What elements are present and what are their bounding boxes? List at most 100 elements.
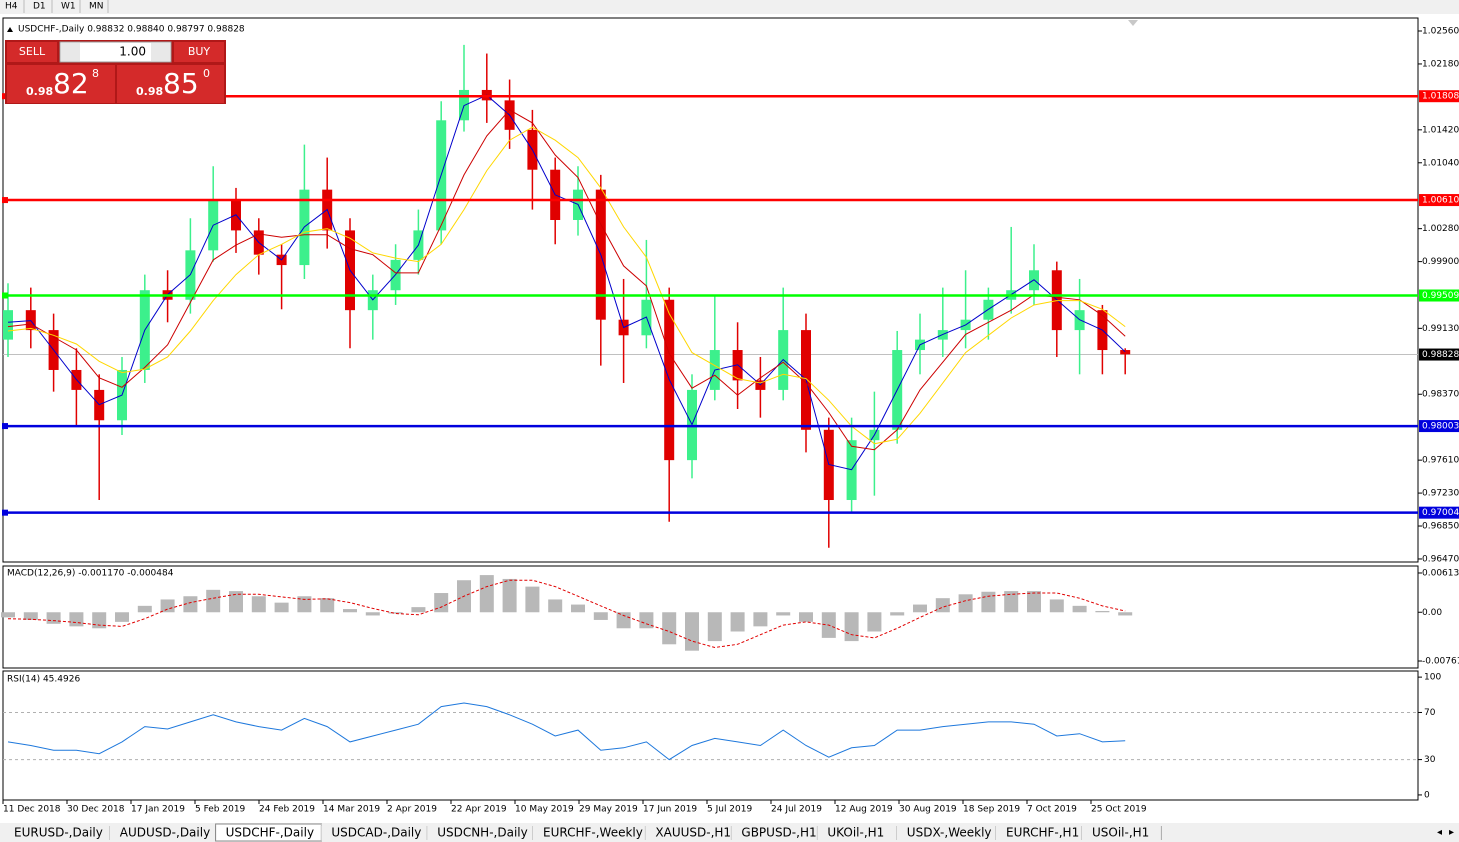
x-tick-label: 14 Mar 2019: [323, 805, 380, 815]
macd-bar: [411, 607, 426, 613]
tab[interactable]: [109, 824, 216, 841]
y-tick-label: 0.99130: [1422, 324, 1459, 334]
tab-label: UKOil-,H1: [827, 826, 884, 840]
sell-price-small: 8: [92, 67, 99, 80]
sell-price-box[interactable]: [7, 65, 115, 103]
trade-panel: SELL 1.00 BUY 0.98 82 8 0.98 85 0: [5, 40, 226, 104]
macd-bar: [365, 612, 380, 616]
macd-bar: [251, 596, 266, 613]
tab[interactable]: [533, 824, 646, 841]
x-tick-label: 24 Jul 2019: [771, 805, 822, 815]
macd-bar: [479, 575, 494, 613]
buy-price-prefix: 0.98: [136, 85, 163, 98]
macd-bar: [799, 612, 813, 622]
macd-bar: [1, 612, 15, 618]
macd-bar: [776, 612, 791, 616]
candle-body: [3, 310, 13, 340]
tab[interactable]: [817, 824, 897, 841]
macd-bar: [388, 612, 403, 614]
level-label: 0.97004: [1422, 508, 1459, 518]
tab[interactable]: [996, 824, 1082, 841]
y-tick-label: 0.98370: [1422, 390, 1459, 400]
y-tick-label: 100: [1424, 673, 1441, 683]
tab-scroll-right[interactable]: ▸: [1449, 827, 1454, 838]
x-tick-label: 30 Aug 2019: [899, 805, 957, 815]
rsi-frame: [2, 670, 1419, 801]
level-label: 0.99509: [1422, 291, 1459, 301]
tab[interactable]: [896, 824, 996, 841]
y-tick-label: 1.02560: [1422, 27, 1459, 37]
tab[interactable]: [645, 824, 732, 841]
macd-bar: [935, 598, 950, 613]
tab[interactable]: [731, 824, 818, 841]
tab-label: USDCNH-,Daily: [437, 826, 528, 840]
macd-bar: [137, 605, 152, 613]
x-tick-label: 2 Apr 2019: [387, 805, 437, 815]
tab-scroll-left[interactable]: ◂: [1437, 827, 1442, 838]
sell-button[interactable]: [7, 42, 57, 62]
tab[interactable]: [427, 824, 533, 841]
buy-price-box[interactable]: [117, 65, 224, 103]
tab-label: GBPUSD-,H1: [741, 826, 816, 840]
lot-value: 1.00: [119, 45, 146, 59]
rsi-line: [7, 702, 1126, 761]
toolbar: [0, 0, 1459, 14]
tab-label: XAUUSD-,H1: [655, 826, 731, 840]
x-tick-label: 5 Jul 2019: [707, 805, 752, 815]
macd-bar: [274, 602, 289, 613]
macd-bar: [69, 612, 84, 627]
macd-bar: [844, 612, 859, 642]
x-tick-label: 18 Sep 2019: [963, 805, 1020, 815]
timeframe-button[interactable]: H4: [5, 2, 18, 12]
main-frame: [2, 17, 1419, 563]
level-handle: [2, 423, 8, 430]
y-tick-label: 70: [1424, 708, 1436, 718]
y-tick-label: 0.96850: [1422, 522, 1459, 532]
indicator-title: RSI(14) 45.4926: [7, 675, 80, 685]
macd-bar: [753, 612, 768, 627]
tab-label: USOil-,H1: [1092, 826, 1149, 840]
timeframe-button[interactable]: W1: [61, 2, 76, 12]
lot-up[interactable]: [151, 43, 170, 61]
level-label-bg: [1419, 194, 1459, 207]
candle-body: [1120, 350, 1131, 355]
buy-button[interactable]: [174, 42, 224, 62]
lot-down[interactable]: [61, 43, 80, 61]
macd-bar: [183, 596, 198, 613]
macd-bar: [115, 612, 129, 622]
y-tick-label: 1.00280: [1422, 224, 1459, 234]
x-tick-label: 17 Jun 2019: [643, 805, 697, 815]
title-marker: [7, 27, 13, 32]
macd-bar: [343, 609, 357, 613]
macd-bar: [320, 598, 335, 613]
x-tick-label: 17 Jan 2019: [131, 805, 185, 815]
macd-bar: [502, 578, 517, 613]
indicator-title: MACD(12,26,9) -0.001170 -0.000484: [7, 569, 174, 579]
macd-bar: [434, 593, 449, 613]
tab[interactable]: [4, 824, 110, 841]
tab[interactable]: [1082, 824, 1162, 841]
level-label: 1.00610: [1422, 196, 1459, 206]
macd-bar: [730, 612, 745, 632]
tab-label: USDCAD-,Daily: [331, 826, 421, 840]
lot-input[interactable]: [59, 41, 172, 63]
y-tick-label: 0.99900: [1422, 257, 1459, 267]
macd-bar: [1049, 599, 1064, 613]
macd-bar: [206, 589, 221, 613]
level-handle: [2, 197, 8, 204]
x-tick-label: 7 Oct 2019: [1027, 805, 1077, 815]
x-tick-label: 12 Aug 2019: [835, 805, 893, 815]
tab[interactable]: [321, 824, 428, 841]
y-tick-label: 0.00613: [1422, 568, 1459, 578]
y-tick-label: 1.02180: [1422, 59, 1459, 69]
sell-price-big: 82: [53, 67, 89, 100]
timeframe-button[interactable]: D1: [33, 2, 46, 12]
macd-bar: [867, 612, 882, 632]
level-label: 0.98003: [1422, 422, 1459, 432]
sell-price-prefix: 0.98: [26, 85, 53, 98]
timeframe-button[interactable]: MN: [89, 2, 104, 12]
x-tick-label: 11 Dec 2018: [3, 805, 61, 815]
macd-bar: [639, 612, 654, 629]
y-tick-label: 0.97610: [1422, 456, 1459, 466]
